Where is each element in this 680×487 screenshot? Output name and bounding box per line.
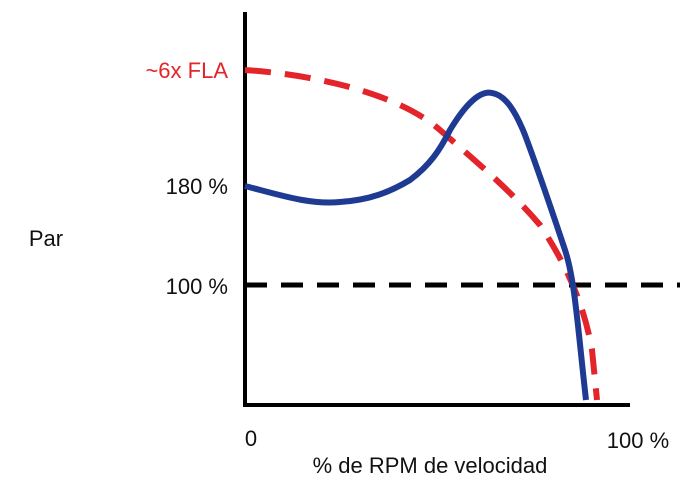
current-curve [244, 67, 600, 401]
x-label: 0 [245, 426, 257, 451]
x-axis-title: % de RPM de velocidad [313, 453, 548, 478]
y-label: 100 % [166, 274, 228, 299]
y-axis-title: Par [29, 226, 63, 251]
y-label: 180 % [166, 174, 228, 199]
x-label: 100 % [607, 428, 669, 453]
y-label: ~6x FLA [145, 58, 228, 83]
torque-curve [244, 89, 589, 401]
